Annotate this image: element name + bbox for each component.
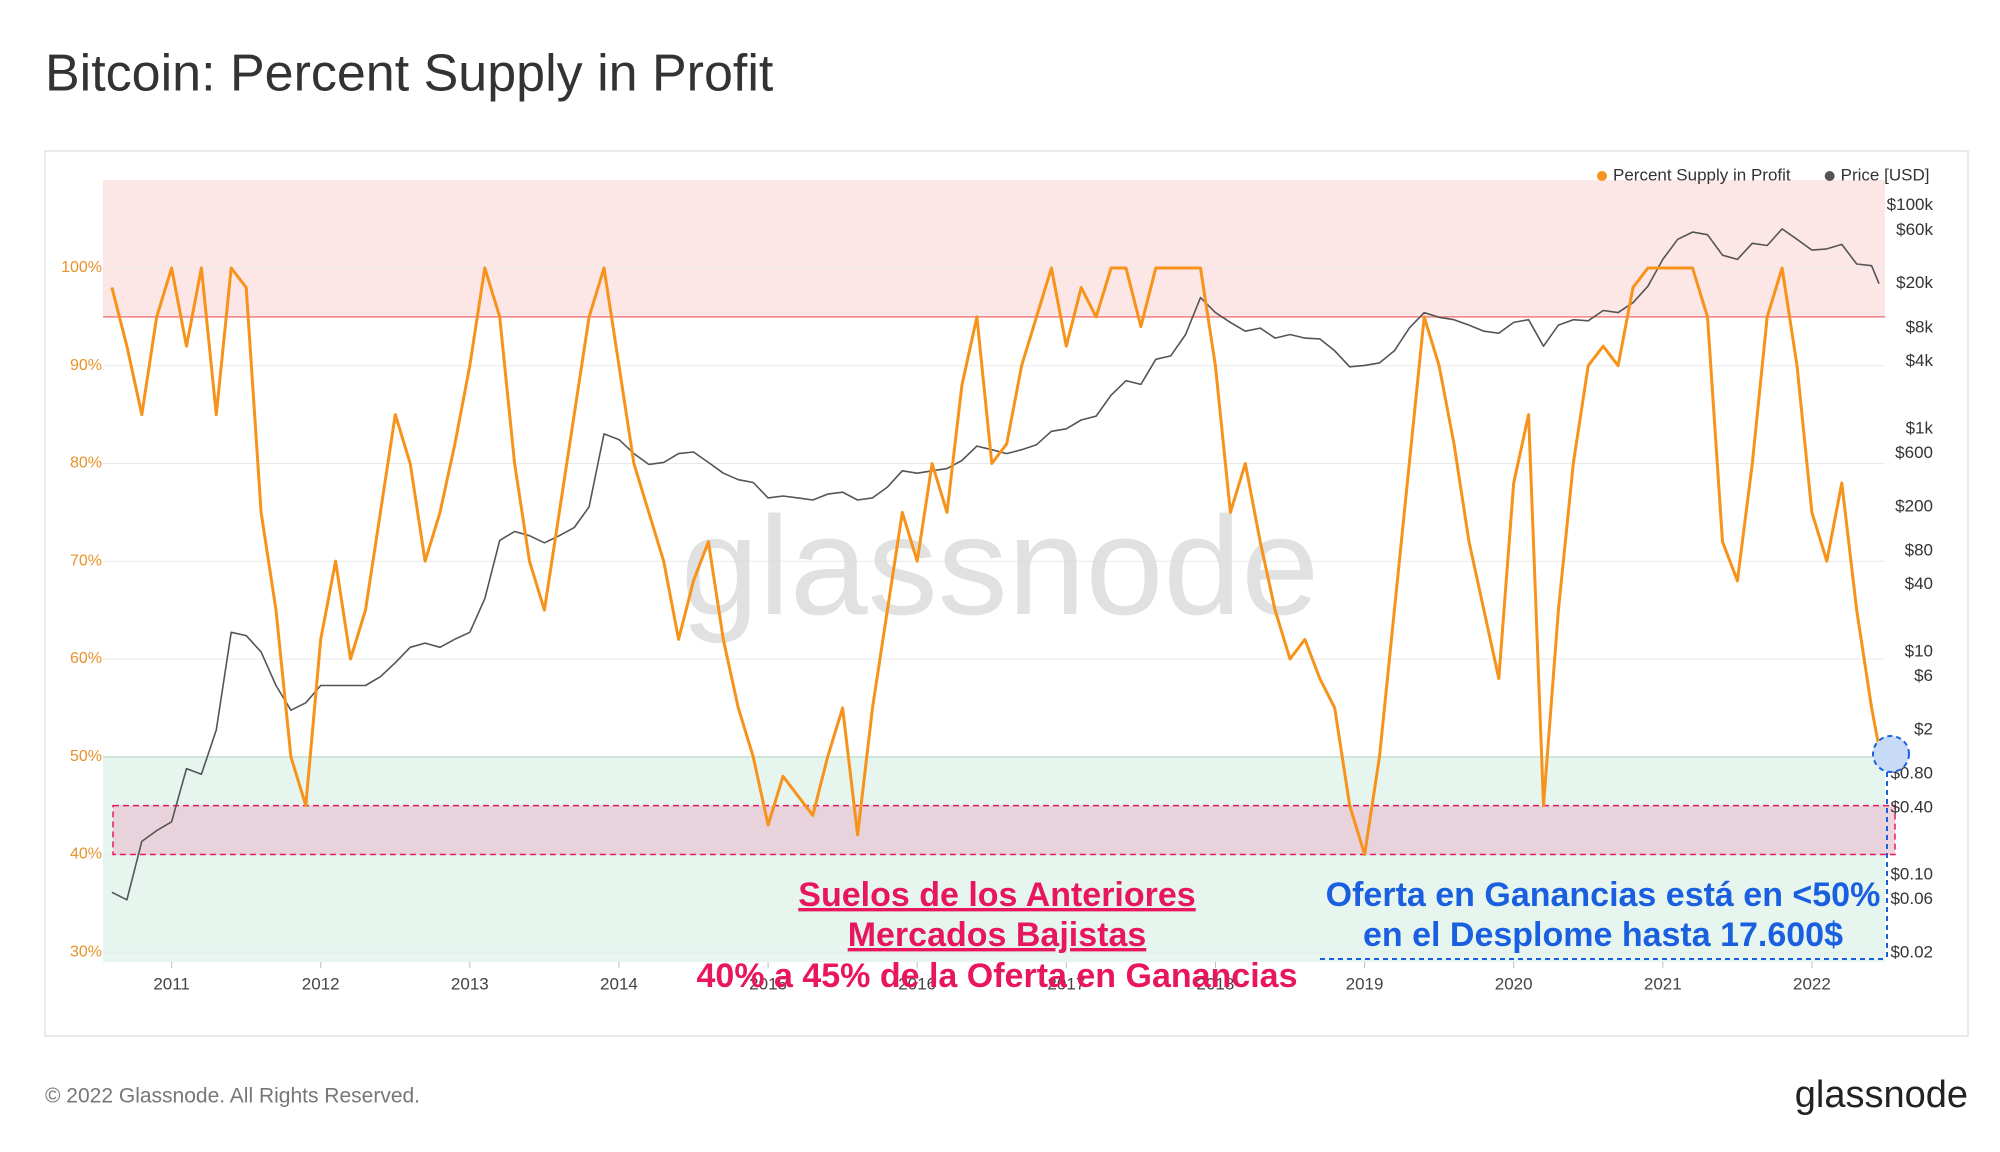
chart-frame (44, 150, 1969, 1037)
annotation: Suelos de los Anteriores (798, 876, 1195, 914)
y2-tick-label: $0.02 (1890, 942, 1933, 961)
x-tick-label: 2018 (1197, 974, 1235, 993)
y2-tick-label: $20k (1896, 273, 1933, 292)
x-tick-label: 2019 (1346, 974, 1384, 993)
x-tick-label: 2013 (451, 974, 489, 993)
y2-tick-label: $6 (1914, 666, 1933, 685)
y2-tick-label: $1k (1906, 418, 1934, 437)
annotation: Mercados Bajistas (848, 916, 1147, 954)
annotation: Oferta en Ganancias está en <50% (1326, 876, 1881, 914)
y2-tick-label: $8k (1906, 318, 1934, 337)
plot-area: 30% 40% 50% 60% 70% 80% 90% 100% $100k $60k $20k $8… (61, 165, 1933, 995)
y2-tick-label: $100k (1887, 195, 1934, 214)
y2-tick-label: $80 (1905, 541, 1933, 560)
x-tick-label: 2021 (1644, 974, 1682, 993)
y-tick-label: 30% (70, 943, 102, 960)
y2-tick-label: $60k (1896, 220, 1933, 239)
x-tick-label: 2012 (302, 974, 340, 993)
legend-swatch (1597, 171, 1607, 181)
legend-swatch (1824, 171, 1835, 181)
legend-label: Percent Supply in Profit (1613, 165, 1791, 184)
y2-tick-label: $2 (1914, 719, 1933, 738)
y-tick-label: 60% (70, 650, 102, 667)
current-marker (1872, 735, 1910, 773)
copyright: © 2022 Glassnode. All Rights Reserved. (45, 1085, 420, 1108)
watermark: glassnode (681, 487, 1319, 644)
y-tick-label: 90% (70, 357, 102, 374)
y2-tick-label: $0.06 (1890, 889, 1933, 908)
legend-label: Price [USD] (1841, 165, 1930, 184)
band (103, 756, 1885, 962)
y-tick-label: 70% (70, 552, 102, 569)
y-tick-label: 100% (61, 259, 102, 276)
y2-tick-label: $4k (1906, 351, 1934, 370)
x-tick-label: 2020 (1495, 974, 1533, 993)
chart-title: Bitcoin: Percent Supply in Profit (45, 45, 774, 103)
logo: glassnode (1795, 1074, 1968, 1116)
x-tick-label: 2014 (600, 974, 638, 993)
series-line (110, 266, 1881, 856)
y2-tick-label: $200 (1895, 496, 1933, 515)
y-tick-label: 50% (70, 748, 102, 765)
y-tick-label: 80% (70, 455, 102, 472)
x-tick-label: 2022 (1793, 974, 1831, 993)
highlight-zone (112, 804, 1896, 856)
y2-tick-label: $0.10 (1890, 864, 1933, 883)
x-tick-label: 2011 (153, 974, 190, 993)
annotation: en el Desplome hasta 17.600$ (1363, 916, 1843, 954)
y2-tick-label: $600 (1895, 443, 1933, 462)
annotation: 40% a 45% de la Oferta en Ganancias (697, 957, 1298, 995)
y2-tick-label: $40 (1905, 574, 1933, 593)
x-tick-label: 2017 (1047, 974, 1085, 993)
y2-tick-label: $10 (1905, 641, 1933, 660)
y-tick-label: 40% (70, 846, 102, 863)
x-tick-label: 2016 (898, 974, 936, 993)
band (103, 180, 1885, 317)
x-tick-label: 2015 (749, 974, 787, 993)
y2-tick-label: $0.40 (1890, 797, 1933, 816)
